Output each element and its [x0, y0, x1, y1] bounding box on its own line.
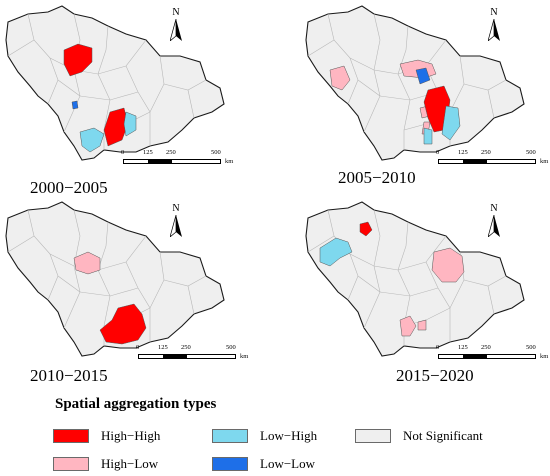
scale-bar: 0 125 250 500 km — [121, 149, 236, 171]
scale-label-125: 125 — [158, 344, 168, 351]
scale-label-500: 500 — [226, 344, 236, 351]
province-outline — [305, 201, 525, 357]
scale-bar: 0 125 250 500 km — [136, 344, 251, 366]
legend-item-high-high: High−High — [53, 428, 160, 444]
north-arrow: N — [166, 203, 186, 238]
scale-label-250: 250 — [481, 149, 491, 156]
map-panel-2010-2015: N 0 125 250 500 km 2010−2015 — [0, 196, 275, 391]
scale-unit: km — [240, 353, 249, 360]
low-low-regions — [415, 67, 431, 85]
legend-item-low-low: Low−Low — [212, 456, 315, 472]
north-arrow: N — [166, 7, 186, 42]
legend-swatch-low-low — [212, 457, 248, 471]
high-high-regions — [63, 43, 129, 147]
scale-unit: km — [540, 158, 549, 165]
scale-label-0: 0 — [436, 344, 440, 351]
legend-item-low-high: Low−High — [212, 428, 317, 444]
legend-swatch-high-high — [53, 429, 89, 443]
high-low-regions — [399, 247, 465, 337]
north-label: N — [172, 203, 180, 214]
province-map — [305, 201, 525, 357]
low-high-regions — [423, 105, 461, 145]
legend-label-low-high: Low−High — [260, 428, 318, 443]
scale-label-500: 500 — [526, 149, 536, 156]
map-panel-2005-2010: N 0 125 250 500 km 2005−2010 — [300, 0, 550, 195]
scale-bar: 0 125 250 500 km — [436, 344, 550, 366]
high-low-regions — [73, 251, 101, 275]
scale-bar-graphic — [438, 354, 536, 359]
north-label: N — [490, 203, 498, 214]
province-outline — [305, 5, 525, 161]
scale-bar-graphic — [438, 159, 536, 164]
scale-bar-graphic — [138, 354, 236, 359]
period-label: 2015−2020 — [396, 366, 474, 385]
province-outline — [5, 5, 225, 161]
map-panel-2000-2005: N 0 125 250 500 km 2000−2005 — [0, 0, 275, 197]
scale-label-250: 250 — [166, 149, 176, 156]
scale-label-0: 0 — [121, 149, 125, 156]
period-label: 2010−2015 — [30, 366, 108, 385]
legend-swatch-low-high — [212, 429, 248, 443]
legend-item-high-low: High−Low — [53, 456, 158, 472]
scale-bar: 0 125 250 500 km — [436, 149, 550, 171]
province-outline — [5, 201, 225, 357]
legend-label-low-low: Low−Low — [260, 456, 315, 471]
legend-label-not-significant: Not Significant — [403, 428, 483, 443]
high-high-regions — [99, 303, 147, 345]
scale-label-250: 250 — [181, 344, 191, 351]
scale-bar-graphic — [123, 159, 221, 164]
north-arrow-icon — [170, 215, 182, 237]
scale-label-125: 125 — [458, 149, 468, 156]
scale-unit: km — [540, 353, 549, 360]
province-map — [305, 5, 525, 161]
province-map — [5, 201, 225, 357]
legend-swatch-not-significant — [355, 429, 391, 443]
legend-label-high-low: High−Low — [101, 456, 159, 471]
legend-title: Spatial aggregation types — [55, 396, 217, 412]
scale-label-0: 0 — [136, 344, 140, 351]
period-label: 2000−2005 — [30, 178, 108, 197]
county-boundaries — [7, 13, 207, 150]
scale-label-125: 125 — [458, 344, 468, 351]
map-panel-2015-2020: N 0 125 250 500 km 2015−2020 — [300, 196, 550, 391]
north-arrow-icon — [488, 19, 500, 41]
low-high-regions — [319, 237, 353, 267]
scale-label-500: 500 — [211, 149, 221, 156]
scale-label-125: 125 — [143, 149, 153, 156]
north-arrow: N — [484, 203, 504, 238]
scale-label-250: 250 — [481, 344, 491, 351]
period-label: 2005−2010 — [338, 168, 416, 187]
north-arrow-icon — [488, 215, 500, 237]
legend-swatch-high-low — [53, 457, 89, 471]
low-high-regions — [79, 111, 137, 153]
north-arrow: N — [484, 7, 504, 42]
north-label: N — [490, 7, 498, 18]
scale-label-0: 0 — [436, 149, 440, 156]
legend-label-high-high: High−High — [101, 428, 161, 443]
low-low-regions — [71, 100, 79, 110]
scale-label-500: 500 — [526, 344, 536, 351]
legend-item-not-significant: Not Significant — [355, 428, 483, 444]
north-arrow-icon — [170, 19, 182, 41]
high-high-regions — [359, 221, 373, 237]
scale-unit: km — [225, 158, 234, 165]
north-label: N — [172, 7, 180, 18]
province-map — [5, 5, 225, 161]
